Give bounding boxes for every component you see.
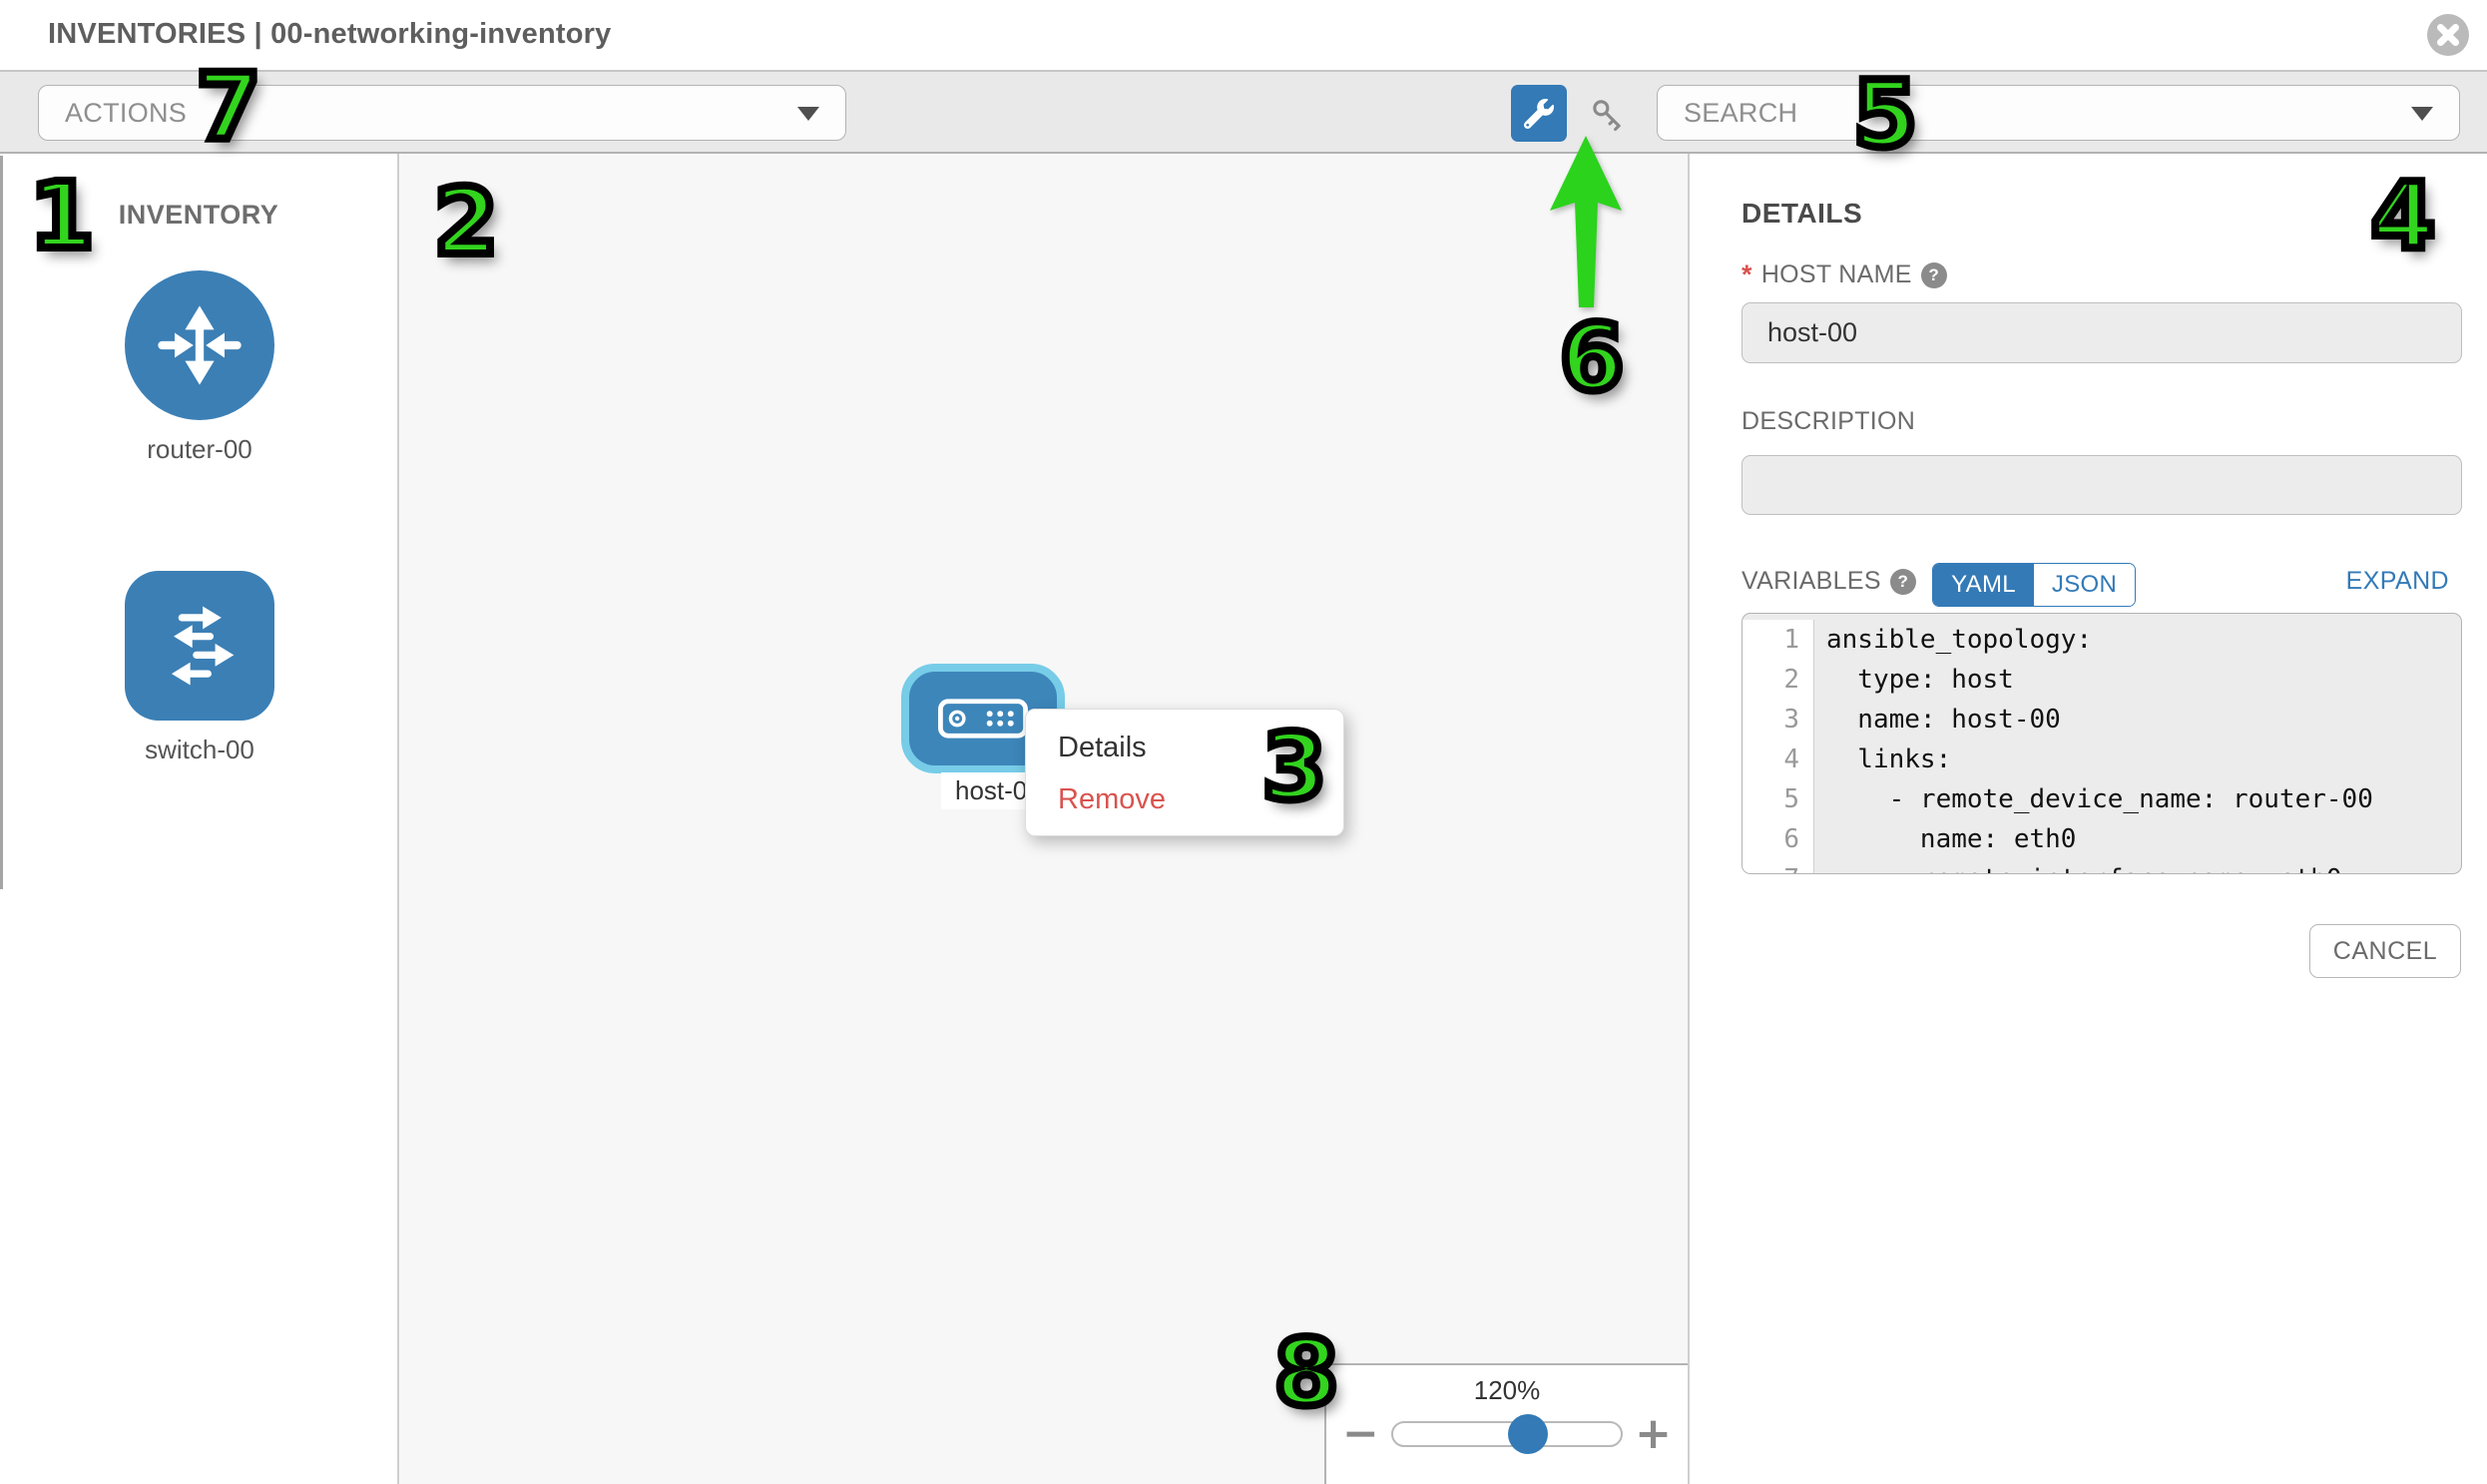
- menu-item-details[interactable]: Details: [1058, 732, 1147, 763]
- code-line: 6 name: eth0: [1742, 819, 2461, 859]
- help-icon[interactable]: ?: [1920, 261, 1947, 288]
- cancel-button[interactable]: CANCEL: [2309, 924, 2461, 978]
- required-asterisk: *: [1741, 259, 1752, 289]
- zoom-level-value: 120%: [1473, 1375, 1541, 1405]
- variables-label: VARIABLES: [1741, 567, 1881, 595]
- actions-dropdown[interactable]: ACTIONS: [38, 85, 846, 141]
- actions-dropdown-label: ACTIONS: [65, 97, 188, 128]
- toolbar: ACTIONS SEARCH: [0, 72, 2487, 154]
- code-line: 4 links:: [1742, 740, 2461, 779]
- code-line: 5 - remote_device_name: router-00: [1742, 779, 2461, 819]
- switch-icon: [125, 571, 274, 721]
- host-name-field-label: * HOST NAME ?: [1741, 259, 1947, 290]
- menu-item-remove[interactable]: Remove: [1058, 783, 1166, 815]
- variables-field-label: VARIABLES ?: [1741, 567, 1916, 596]
- help-icon[interactable]: ?: [1889, 568, 1916, 595]
- code-line: 7 remote_interface_name: eth0: [1742, 859, 2461, 873]
- zoom-in-button[interactable]: +: [1635, 1408, 1672, 1459]
- inventory-sidebar: INVENTORY router-00: [0, 154, 399, 1484]
- key-icon: [1593, 100, 1621, 132]
- zoom-widget: 120% − +: [1324, 1363, 1688, 1484]
- zoom-slider-track[interactable]: [1390, 1414, 1624, 1454]
- search-dropdown[interactable]: SEARCH: [1657, 85, 2460, 141]
- page-header: INVENTORIES | 00-networking-inventory: [0, 0, 2487, 72]
- code-line: 3 name: host-00: [1742, 700, 2461, 740]
- zoom-slider-knob[interactable]: [1507, 1414, 1548, 1454]
- details-panel: DETAILS * HOST NAME ? host-00 DESCRIPTIO…: [1690, 154, 2487, 1484]
- toolbox-button[interactable]: [1511, 85, 1567, 142]
- toggle-json[interactable]: JSON: [2034, 564, 2135, 606]
- yaml-json-toggle: YAML JSON: [1932, 563, 2136, 607]
- description-field-label: DESCRIPTION: [1741, 407, 1915, 436]
- close-button[interactable]: [2426, 13, 2470, 57]
- sidebar-item-label: switch-00: [145, 735, 254, 764]
- page-title: INVENTORIES | 00-networking-inventory: [48, 18, 612, 50]
- toggle-yaml[interactable]: YAML: [1933, 564, 2034, 606]
- key-button[interactable]: [1585, 92, 1631, 138]
- sidebar-item-switch[interactable]: switch-00: [0, 571, 399, 765]
- wrench-icon: [1524, 98, 1554, 129]
- sidebar-title: INVENTORY: [118, 200, 279, 230]
- expand-link[interactable]: EXPAND: [2345, 567, 2449, 595]
- zoom-out-button[interactable]: −: [1342, 1408, 1379, 1459]
- description-label: DESCRIPTION: [1741, 407, 1916, 435]
- host-name-label: HOST NAME: [1760, 260, 1912, 288]
- host-name-input[interactable]: host-00: [1741, 302, 2462, 363]
- search-dropdown-label: SEARCH: [1684, 97, 1798, 128]
- chevron-down-icon: [797, 107, 819, 121]
- variables-editor[interactable]: 1 ansible_topology: 2 type: host 3 name: …: [1741, 613, 2462, 874]
- chevron-down-icon: [2411, 107, 2433, 121]
- context-menu: Details Remove: [1025, 709, 1344, 836]
- sidebar-item-label: router-00: [147, 434, 252, 464]
- host-icon: [938, 699, 1028, 739]
- code-line: 2 type: host: [1742, 660, 2461, 700]
- details-title: DETAILS: [1741, 198, 1863, 229]
- topology-canvas[interactable]: host-00 Details Remove 120% − +: [399, 154, 1690, 1484]
- code-line: 1 ansible_topology:: [1742, 620, 2461, 660]
- description-input[interactable]: [1741, 455, 2462, 515]
- router-icon: [125, 270, 274, 420]
- sidebar-item-router[interactable]: router-00: [0, 270, 399, 465]
- close-icon: [2427, 14, 2469, 56]
